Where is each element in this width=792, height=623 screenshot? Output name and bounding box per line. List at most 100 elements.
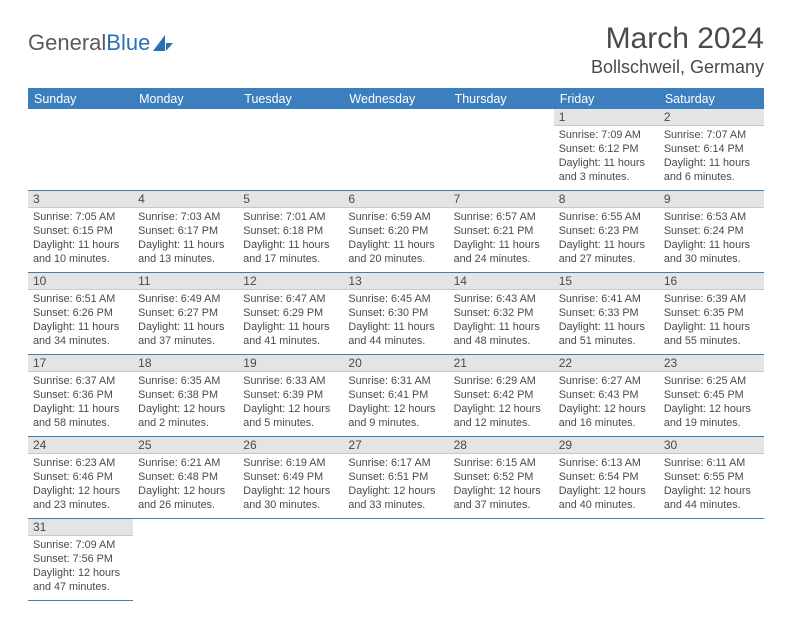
sunset-text: Sunset: 6:29 PM [243, 306, 338, 320]
calendar-cell: 29Sunrise: 6:13 AMSunset: 6:54 PMDayligh… [554, 437, 659, 519]
sunset-text: Sunset: 6:41 PM [348, 388, 443, 402]
sunrise-text: Sunrise: 6:49 AM [138, 292, 233, 306]
sunset-text: Sunset: 6:42 PM [454, 388, 549, 402]
day-content: Sunrise: 6:27 AMSunset: 6:43 PMDaylight:… [554, 372, 659, 434]
sunrise-text: Sunrise: 6:33 AM [243, 374, 338, 388]
calendar-cell: 8 Sunrise: 6:55 AMSunset: 6:23 PMDaylight… [554, 191, 659, 273]
calendar-cell: 21Sunrise: 6:29 AMSunset: 6:42 PMDayligh… [449, 355, 554, 437]
daylight-text: Daylight: 12 hours and 12 minutes. [454, 402, 549, 430]
sunrise-text: Sunrise: 7:09 AM [559, 128, 654, 142]
sunset-text: Sunset: 6:32 PM [454, 306, 549, 320]
day-content: Sunrise: 6:39 AMSunset: 6:35 PMDaylight:… [659, 290, 764, 352]
day-number: 7 [449, 191, 554, 208]
day-content: Sunrise: 6:49 AMSunset: 6:27 PMDaylight:… [133, 290, 238, 352]
sunrise-text: Sunrise: 6:25 AM [664, 374, 759, 388]
daylight-text: Daylight: 11 hours and 17 minutes. [243, 238, 338, 266]
calendar-cell: 19Sunrise: 6:33 AMSunset: 6:39 PMDayligh… [238, 355, 343, 437]
calendar-cell [133, 109, 238, 191]
sunrise-text: Sunrise: 6:55 AM [559, 210, 654, 224]
day-content: Sunrise: 7:05 AMSunset: 6:15 PMDaylight:… [28, 208, 133, 270]
day-content: Sunrise: 6:33 AMSunset: 6:39 PMDaylight:… [238, 372, 343, 434]
daylight-text: Daylight: 11 hours and 27 minutes. [559, 238, 654, 266]
sunrise-text: Sunrise: 7:07 AM [664, 128, 759, 142]
sunset-text: Sunset: 6:27 PM [138, 306, 233, 320]
day-number: 17 [28, 355, 133, 372]
sunset-text: Sunset: 6:45 PM [664, 388, 759, 402]
day-number: 18 [133, 355, 238, 372]
sunset-text: Sunset: 6:51 PM [348, 470, 443, 484]
calendar-cell: 9Sunrise: 6:53 AMSunset: 6:24 PMDaylight… [659, 191, 764, 273]
calendar-cell: 13Sunrise: 6:45 AMSunset: 6:30 PMDayligh… [343, 273, 448, 355]
calendar-cell: 12Sunrise: 6:47 AMSunset: 6:29 PMDayligh… [238, 273, 343, 355]
day-content: Sunrise: 6:53 AMSunset: 6:24 PMDaylight:… [659, 208, 764, 270]
calendar-cell: 23Sunrise: 6:25 AMSunset: 6:45 PMDayligh… [659, 355, 764, 437]
day-content: Sunrise: 6:25 AMSunset: 6:45 PMDaylight:… [659, 372, 764, 434]
calendar-cell: 31Sunrise: 7:09 AMSunset: 7:56 PMDayligh… [28, 519, 133, 601]
logo-text1: General [28, 30, 106, 56]
day-content: Sunrise: 6:45 AMSunset: 6:30 PMDaylight:… [343, 290, 448, 352]
daylight-text: Daylight: 11 hours and 10 minutes. [33, 238, 128, 266]
day-content: Sunrise: 7:07 AMSunset: 6:14 PMDaylight:… [659, 126, 764, 188]
sunset-text: Sunset: 6:35 PM [664, 306, 759, 320]
calendar-cell [133, 519, 238, 601]
calendar-cell: 28Sunrise: 6:15 AMSunset: 6:52 PMDayligh… [449, 437, 554, 519]
day-content: Sunrise: 6:37 AMSunset: 6:36 PMDaylight:… [28, 372, 133, 434]
daylight-text: Daylight: 11 hours and 58 minutes. [33, 402, 128, 430]
page-title: March 2024 [591, 22, 764, 56]
sunset-text: Sunset: 6:33 PM [559, 306, 654, 320]
sunrise-text: Sunrise: 7:09 AM [33, 538, 128, 552]
daylight-text: Daylight: 12 hours and 23 minutes. [33, 484, 128, 512]
calendar-cell: 22Sunrise: 6:27 AMSunset: 6:43 PMDayligh… [554, 355, 659, 437]
sunset-text: Sunset: 6:23 PM [559, 224, 654, 238]
calendar-table: SundayMondayTuesdayWednesdayThursdayFrid… [28, 88, 764, 601]
sunset-text: Sunset: 6:12 PM [559, 142, 654, 156]
calendar-cell: 1Sunrise: 7:09 AMSunset: 6:12 PMDaylight… [554, 109, 659, 191]
day-content: Sunrise: 6:11 AMSunset: 6:55 PMDaylight:… [659, 454, 764, 516]
day-content: Sunrise: 6:21 AMSunset: 6:48 PMDaylight:… [133, 454, 238, 516]
day-number: 27 [343, 437, 448, 454]
daylight-text: Daylight: 11 hours and 41 minutes. [243, 320, 338, 348]
weekday-header: Wednesday [343, 89, 448, 110]
sail-icon [152, 34, 174, 52]
daylight-text: Daylight: 12 hours and 30 minutes. [243, 484, 338, 512]
sunset-text: Sunset: 6:26 PM [33, 306, 128, 320]
daylight-text: Daylight: 12 hours and 26 minutes. [138, 484, 233, 512]
sunset-text: Sunset: 6:14 PM [664, 142, 759, 156]
sunrise-text: Sunrise: 6:35 AM [138, 374, 233, 388]
calendar-week: 31Sunrise: 7:09 AMSunset: 7:56 PMDayligh… [28, 519, 764, 601]
day-number: 4 [133, 191, 238, 208]
daylight-text: Daylight: 11 hours and 24 minutes. [454, 238, 549, 266]
day-content: Sunrise: 6:19 AMSunset: 6:49 PMDaylight:… [238, 454, 343, 516]
title-block: March 2024 Bollschweil, Germany [591, 22, 764, 78]
sunset-text: Sunset: 6:48 PM [138, 470, 233, 484]
day-number: 13 [343, 273, 448, 290]
sunset-text: Sunset: 6:43 PM [559, 388, 654, 402]
sunrise-text: Sunrise: 6:13 AM [559, 456, 654, 470]
calendar-cell [449, 109, 554, 191]
day-number: 3 [28, 191, 133, 208]
sunrise-text: Sunrise: 6:37 AM [33, 374, 128, 388]
calendar-cell: 14Sunrise: 6:43 AMSunset: 6:32 PMDayligh… [449, 273, 554, 355]
day-content: Sunrise: 7:09 AMSunset: 7:56 PMDaylight:… [28, 536, 133, 598]
daylight-text: Daylight: 11 hours and 34 minutes. [33, 320, 128, 348]
day-number: 30 [659, 437, 764, 454]
day-content: Sunrise: 6:59 AMSunset: 6:20 PMDaylight:… [343, 208, 448, 270]
daylight-text: Daylight: 12 hours and 5 minutes. [243, 402, 338, 430]
calendar-cell: 5Sunrise: 7:01 AMSunset: 6:18 PMDaylight… [238, 191, 343, 273]
sunset-text: Sunset: 6:39 PM [243, 388, 338, 402]
day-content: Sunrise: 6:29 AMSunset: 6:42 PMDaylight:… [449, 372, 554, 434]
daylight-text: Daylight: 11 hours and 51 minutes. [559, 320, 654, 348]
day-number: 14 [449, 273, 554, 290]
day-number: 6 [343, 191, 448, 208]
sunrise-text: Sunrise: 6:39 AM [664, 292, 759, 306]
sunset-text: Sunset: 6:55 PM [664, 470, 759, 484]
day-number: 8 [554, 191, 659, 208]
daylight-text: Daylight: 12 hours and 44 minutes. [664, 484, 759, 512]
calendar-cell: 3Sunrise: 7:05 AMSunset: 6:15 PMDaylight… [28, 191, 133, 273]
page: GeneralBlue March 2024 Bollschweil, Germ… [0, 0, 792, 623]
day-content: Sunrise: 6:51 AMSunset: 6:26 PMDaylight:… [28, 290, 133, 352]
sunrise-text: Sunrise: 7:03 AM [138, 210, 233, 224]
weekday-header: Saturday [659, 89, 764, 110]
sunrise-text: Sunrise: 6:31 AM [348, 374, 443, 388]
calendar-week: 1Sunrise: 7:09 AMSunset: 6:12 PMDaylight… [28, 109, 764, 191]
